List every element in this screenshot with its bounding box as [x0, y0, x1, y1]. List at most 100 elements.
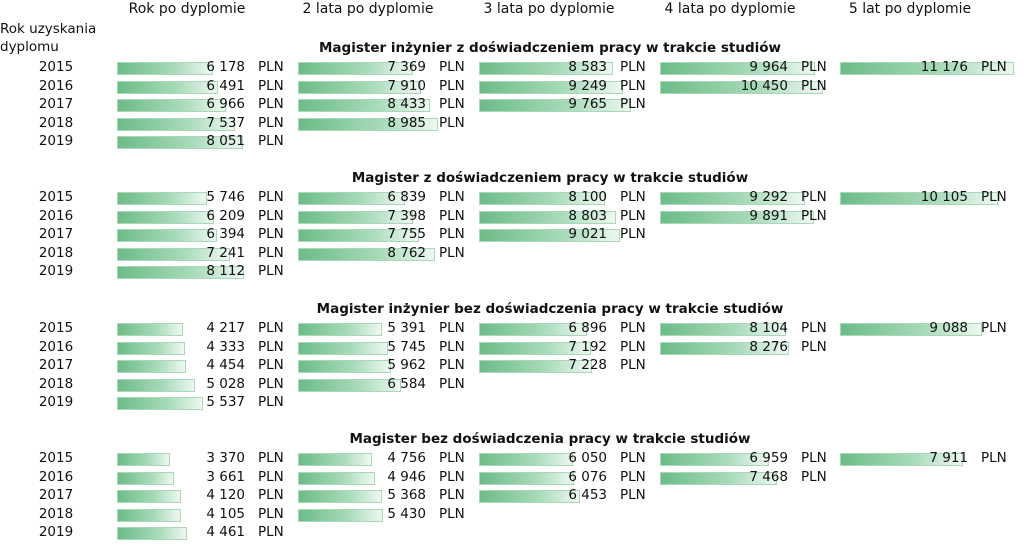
value-label: 4 461	[206, 524, 245, 541]
data-bar	[479, 80, 624, 94]
value-label: 6 839	[387, 189, 426, 205]
data-bar	[298, 247, 435, 261]
year-label: 2018	[38, 114, 74, 131]
unit-label: PLN	[981, 59, 1007, 75]
unit-label: PLN	[258, 189, 284, 205]
unit-label: PLN	[258, 77, 284, 94]
unit-label: PLN	[620, 320, 646, 336]
unit-label: PLN	[439, 189, 465, 205]
value-label: 8 583	[568, 59, 607, 75]
data-bar	[117, 80, 219, 94]
value-label: 5 430	[387, 505, 426, 522]
column-header: 2 lata po dyplomie	[302, 1, 434, 17]
year-label: 2018	[38, 505, 74, 522]
unit-label: PLN	[439, 375, 465, 392]
data-bar	[660, 453, 769, 466]
year-label: 2018	[38, 244, 74, 261]
column-header: 4 lata po dyplomie	[664, 1, 796, 17]
unit-label: PLN	[258, 114, 284, 131]
value-label: 6 050	[568, 450, 607, 466]
column-header: 3 lata po dyplomie	[483, 1, 615, 17]
value-label: 7 910	[387, 77, 426, 94]
data-bar	[117, 527, 187, 541]
row-header: Rok uzyskania	[0, 21, 97, 37]
year-label: 2019	[38, 524, 74, 541]
value-label: 5 368	[387, 487, 426, 504]
value-label: 7 911	[929, 450, 968, 466]
unit-label: PLN	[981, 450, 1007, 466]
unit-label: PLN	[258, 133, 284, 150]
data-bar	[298, 323, 383, 336]
value-label: 7 468	[749, 468, 788, 485]
unit-label: PLN	[439, 357, 465, 374]
value-label: 6 959	[749, 450, 788, 466]
data-bar	[298, 192, 405, 205]
unit-label: PLN	[258, 244, 284, 261]
year-label: 2017	[38, 96, 74, 113]
value-label: 6 076	[568, 468, 607, 485]
unit-label: PLN	[620, 226, 646, 243]
data-bar	[479, 62, 613, 75]
unit-label: PLN	[258, 59, 284, 75]
unit-label: PLN	[439, 468, 465, 485]
value-label: 5 391	[387, 320, 426, 336]
data-bar	[117, 508, 182, 522]
data-bar	[117, 471, 175, 485]
value-label: 4 756	[387, 450, 426, 466]
value-label: 5 746	[206, 189, 245, 205]
unit-label: PLN	[439, 207, 465, 224]
unit-label: PLN	[258, 226, 284, 243]
data-bar	[117, 247, 230, 261]
data-bar	[117, 62, 214, 75]
unit-label: PLN	[981, 189, 1007, 205]
year-label: 2019	[38, 394, 74, 411]
data-bar	[660, 80, 824, 94]
unit-label: PLN	[620, 357, 646, 374]
value-label: 7 369	[387, 59, 426, 75]
unit-label: PLN	[801, 320, 827, 336]
value-label: 6 178	[206, 59, 245, 75]
unit-label: PLN	[258, 207, 284, 224]
data-bar	[298, 341, 388, 355]
data-bar	[660, 341, 790, 355]
value-label: 6 966	[206, 96, 245, 113]
data-bar	[298, 453, 373, 466]
data-bar	[479, 210, 617, 224]
unit-label: PLN	[258, 357, 284, 374]
data-bar	[840, 62, 1015, 75]
data-bar	[117, 210, 214, 224]
value-label: 6 896	[568, 320, 607, 336]
value-label: 9 088	[929, 320, 968, 336]
data-bar	[298, 80, 422, 94]
value-label: 8 100	[568, 189, 607, 205]
data-bar	[660, 210, 815, 224]
year-label: 2017	[38, 226, 74, 243]
unit-label: PLN	[439, 338, 465, 355]
data-bar	[298, 378, 401, 392]
data-bar	[660, 192, 805, 205]
unit-label: PLN	[801, 207, 827, 224]
data-bar	[117, 229, 217, 243]
value-label: 6 584	[387, 375, 426, 392]
value-label: 6 491	[206, 77, 245, 94]
year-label: 2019	[38, 263, 74, 280]
unit-label: PLN	[620, 468, 646, 485]
unit-label: PLN	[801, 59, 827, 75]
value-label: 3 370	[206, 450, 245, 466]
data-bar	[298, 62, 413, 75]
unit-label: PLN	[258, 263, 284, 280]
value-label: 7 192	[568, 338, 607, 355]
value-label: 3 661	[206, 468, 245, 485]
value-label: 10 105	[920, 189, 968, 205]
value-label: 8 985	[387, 114, 426, 131]
section-title: Magister inżynier bez doświadczenia prac…	[316, 301, 784, 317]
unit-label: PLN	[439, 320, 465, 336]
unit-label: PLN	[258, 487, 284, 504]
unit-label: PLN	[801, 338, 827, 355]
row-header: dyplomu	[0, 39, 59, 55]
data-bar	[479, 192, 606, 205]
data-bar	[117, 360, 187, 374]
unit-label: PLN	[801, 468, 827, 485]
value-label: 4 946	[387, 468, 426, 485]
unit-label: PLN	[620, 96, 646, 113]
